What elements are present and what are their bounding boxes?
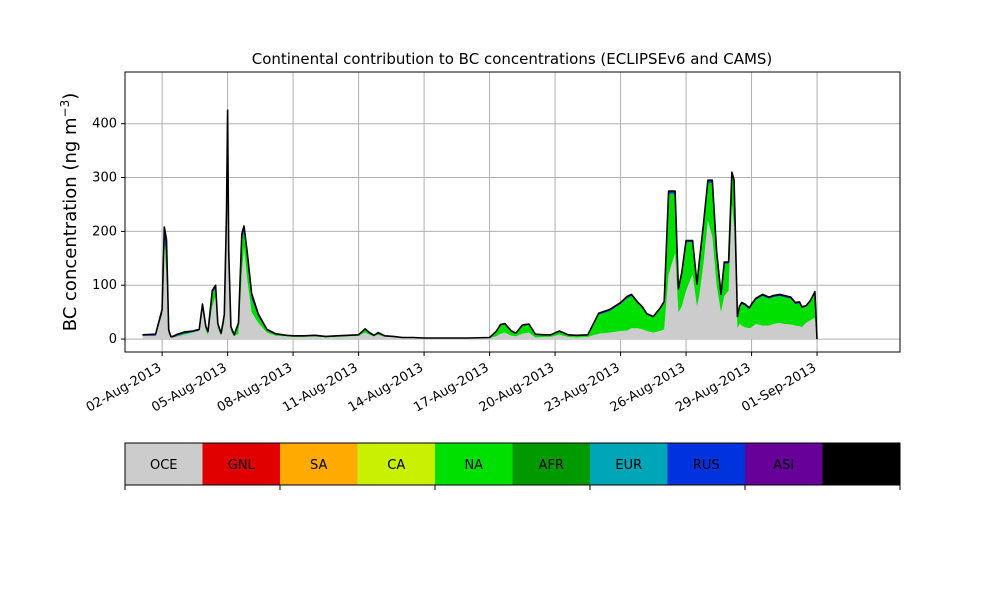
y-axis-label-main: BC concentration (ng m	[60, 117, 81, 331]
legend-swatch-rus	[667, 443, 746, 485]
y-tick-label: 0	[109, 332, 117, 347]
legend-label-afr: AFR	[539, 458, 564, 473]
chart-title: Continental contribution to BC concentra…	[252, 50, 773, 68]
total-line-layer	[142, 109, 818, 340]
legend-swatch-sa	[280, 443, 358, 485]
legend-label-sa: SA	[310, 458, 327, 473]
legend-swatch-afr	[512, 443, 591, 485]
legend-frame	[124, 442, 901, 486]
legend-swatch-na	[435, 443, 513, 485]
legend-label-asi: ASI	[773, 458, 794, 473]
legend-swatch-asi	[745, 443, 823, 485]
y-axis-ticks: 0 100 200 300 400	[92, 117, 125, 347]
total-concentration-line	[142, 109, 818, 340]
legend-label-eur: EUR	[615, 458, 642, 473]
y-tick-label: 300	[92, 171, 117, 186]
legend-swatch-aus	[822, 443, 901, 485]
y-tick-label: 100	[92, 278, 117, 293]
y-tick-label: 400	[92, 117, 117, 132]
legend-label-na: NA	[464, 458, 483, 473]
legend-label-ca: CA	[387, 458, 405, 473]
legend-label-oce: OCE	[150, 458, 178, 473]
y-axis-label: BC concentration (ng m−3)	[58, 93, 81, 332]
legend-swatch-eur	[590, 443, 668, 485]
y-axis-label-close: )	[60, 93, 81, 100]
legend-label-rus: RUS	[693, 458, 720, 473]
legend-swatch-oce	[125, 443, 203, 485]
legend-label-gnl: GNL	[228, 458, 256, 473]
plot-frame	[124, 71, 901, 353]
legend-colorbar: OCE GNL SA CA NA AFR EUR RUS ASI AUS	[124, 442, 901, 490]
legend-swatch-gnl	[202, 443, 281, 485]
legend-swatch-ca	[357, 443, 436, 485]
y-axis-label-superscript: −3	[58, 100, 72, 118]
legend-label-aus: AUS	[848, 458, 875, 473]
y-tick-label: 200	[92, 224, 117, 239]
